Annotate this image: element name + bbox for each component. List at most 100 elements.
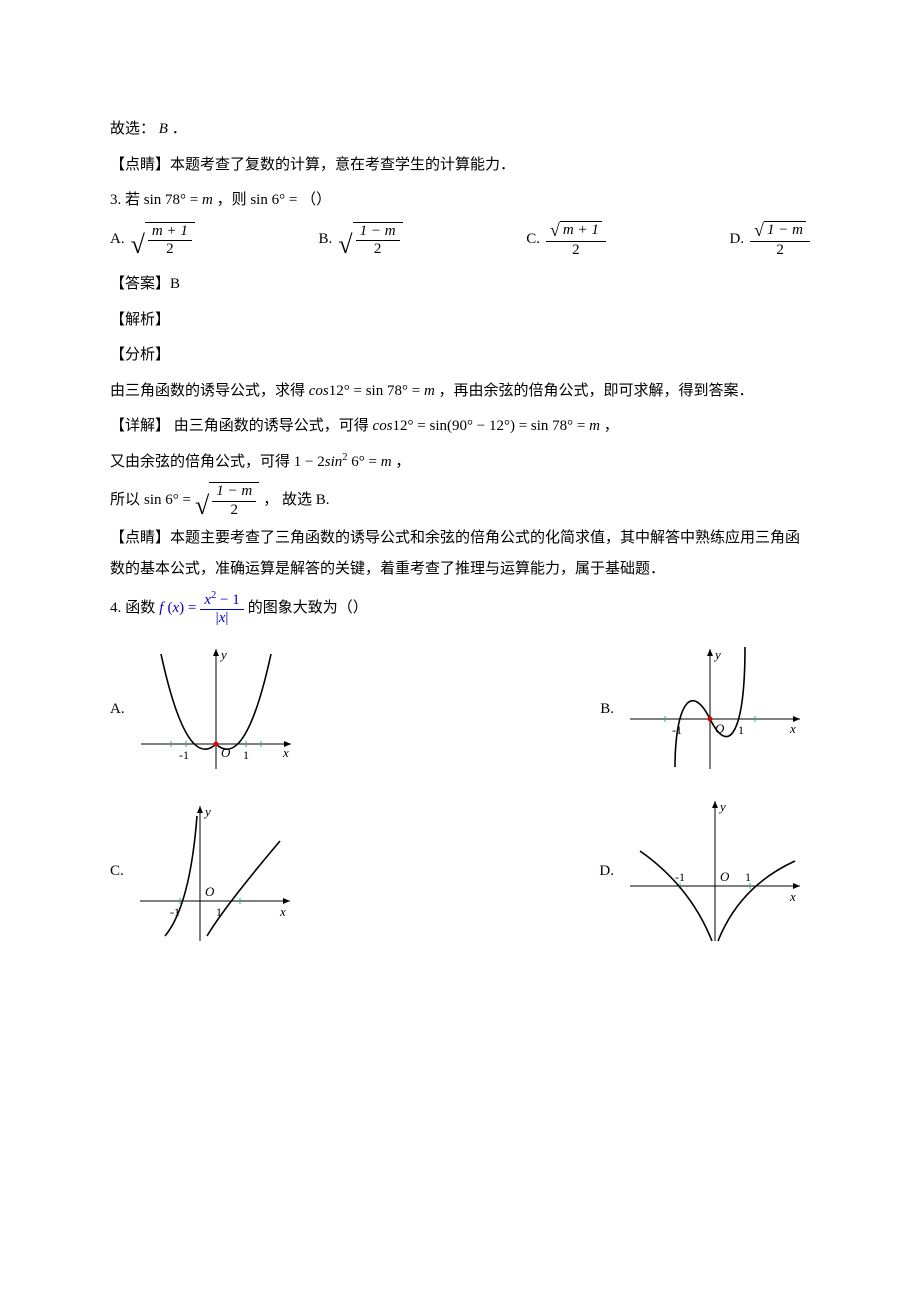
answer-value: B bbox=[170, 276, 180, 292]
denominator: 2 bbox=[370, 241, 386, 258]
fraction: x2 − 1 |x| bbox=[200, 590, 243, 628]
denominator: 2 bbox=[162, 241, 178, 258]
q3-detail-1: 【详解】 由三角函数的诱导公式，可得 cos12° = sin(90° − 12… bbox=[110, 411, 810, 443]
graph-c: y x O -1 1 bbox=[130, 796, 300, 946]
svg-text:y: y bbox=[718, 799, 726, 814]
svg-text:O: O bbox=[715, 721, 725, 736]
math: sin 78° = m bbox=[144, 192, 217, 208]
graph-d: y x O -1 1 bbox=[620, 791, 810, 951]
text: 函数 bbox=[125, 593, 155, 625]
q3-commentary: 【点睛】本题主要考查了三角函数的诱导公式和余弦的倍角公式的化简求值，其中解答中熟… bbox=[110, 523, 810, 586]
svg-text:-1: -1 bbox=[170, 905, 180, 919]
text: 又由余弦的倍角公式，可得 bbox=[110, 454, 290, 470]
sqrt-icon: √ 1 − m bbox=[754, 221, 806, 239]
radicand: 1 − m bbox=[764, 221, 806, 239]
svg-text:y: y bbox=[713, 647, 721, 662]
svg-text:O: O bbox=[205, 884, 215, 899]
q3-options: A. √ m + 1 2 B. √ 1 − m 2 bbox=[110, 221, 810, 260]
q3-explain-label: 【解析】 bbox=[110, 305, 810, 337]
text: ， 故选 B. bbox=[263, 485, 329, 517]
math: sin 6° = bbox=[250, 192, 301, 208]
answer-letter: B bbox=[159, 121, 168, 137]
math: 1 − 2sin2 6° = m bbox=[294, 454, 392, 470]
answer-label: 【答案】 bbox=[110, 276, 170, 292]
q4-stem: 4. 函数 f (x) = x2 − 1 |x| 的图象大致为（） bbox=[110, 590, 810, 628]
text: ，则 bbox=[217, 192, 247, 208]
svg-text:y: y bbox=[219, 647, 227, 662]
fraction: √ 1 − m 2 bbox=[750, 221, 810, 260]
math: 12° = sin 78° = m bbox=[329, 383, 435, 399]
denominator: 2 bbox=[568, 242, 584, 259]
denominator: 2 bbox=[227, 502, 243, 519]
q3-option-a: A. √ m + 1 2 bbox=[110, 222, 195, 259]
option-label: C. bbox=[110, 856, 124, 888]
text: 的图象大致为（） bbox=[248, 593, 368, 625]
svg-text:1: 1 bbox=[745, 870, 751, 884]
option-label: A. bbox=[110, 224, 125, 256]
sqrt-icon: √ m + 1 2 bbox=[131, 222, 195, 259]
q2-commentary: 【点睛】本题考查了复数的计算，意在考查学生的计算能力． bbox=[110, 150, 810, 182]
svg-text:-1: -1 bbox=[179, 748, 189, 762]
denominator: |x| bbox=[212, 610, 233, 627]
option-label: B. bbox=[600, 694, 614, 726]
q3-option-c: C. √ m + 1 2 bbox=[526, 221, 606, 260]
svg-text:1: 1 bbox=[216, 905, 222, 919]
q4-option-c: C. y x O -1 1 bbox=[110, 796, 300, 946]
fraction: √ m + 1 2 bbox=[546, 221, 606, 260]
graph-b: y x O -1 1 bbox=[620, 639, 810, 779]
svg-text:y: y bbox=[203, 804, 211, 819]
q4-number: 4. bbox=[110, 593, 121, 625]
text: 所以 bbox=[110, 485, 140, 517]
text: ． bbox=[172, 121, 187, 137]
option-label: B. bbox=[319, 224, 333, 256]
sqrt-icon: √ m + 1 bbox=[550, 221, 602, 239]
q4-option-a: A. y x O -1 1 bbox=[110, 639, 301, 779]
text: 由三角函数的诱导公式，求得 bbox=[110, 383, 305, 399]
option-label: A. bbox=[110, 694, 125, 726]
svg-text:1: 1 bbox=[243, 748, 249, 762]
text: ， bbox=[604, 418, 619, 434]
svg-text:-1: -1 bbox=[675, 870, 685, 884]
radicand: m + 1 bbox=[560, 221, 602, 239]
num-x: x bbox=[204, 592, 211, 608]
text: 由三角函数的诱导公式，可得 bbox=[174, 418, 369, 434]
svg-text:O: O bbox=[221, 745, 231, 760]
option-label: D. bbox=[599, 856, 614, 888]
numerator: m + 1 bbox=[148, 223, 192, 240]
svg-text:x: x bbox=[282, 745, 289, 760]
q3-analysis-label: 【分析】 bbox=[110, 340, 810, 372]
math: 12° = sin(90° − 12°) = sin 78° = m bbox=[393, 418, 600, 434]
svg-text:x: x bbox=[789, 721, 796, 736]
q3-stem: 3. 若 sin 78° = m ，则 sin 6° = （） bbox=[110, 185, 810, 217]
option-label: C. bbox=[526, 224, 540, 256]
q4-graph-row-2: C. y x O -1 1 D. y x bbox=[110, 791, 810, 951]
q3-number: 3. bbox=[110, 192, 121, 208]
sqrt-icon: √ 1 − m 2 bbox=[195, 482, 259, 519]
graph-a: y x O -1 1 bbox=[131, 639, 301, 779]
numerator: 1 − m bbox=[356, 223, 400, 240]
q3-answer: 【答案】B bbox=[110, 269, 810, 301]
text: （） bbox=[301, 192, 331, 208]
func-lhs: f bbox=[159, 593, 163, 625]
q3-result: 所以 sin 6° = √ 1 − m 2 ， 故选 B. bbox=[110, 482, 810, 519]
q3-option-d: D. √ 1 − m 2 bbox=[730, 221, 810, 260]
q4-option-d: D. y x O -1 1 bbox=[599, 791, 810, 951]
detail-label: 【详解】 bbox=[110, 418, 170, 434]
svg-text:-1: -1 bbox=[672, 723, 682, 737]
text: 若 bbox=[125, 192, 140, 208]
math: sin 6° = bbox=[144, 485, 191, 517]
num-b: − 1 bbox=[216, 592, 239, 608]
math: cos bbox=[373, 418, 393, 434]
text: ，再由余弦的倍角公式，即可求解，得到答案． bbox=[439, 383, 754, 399]
text: ， bbox=[395, 454, 410, 470]
option-label: D. bbox=[730, 224, 745, 256]
svg-text:x: x bbox=[789, 889, 796, 904]
math: cos bbox=[309, 383, 329, 399]
numerator: 1 − m bbox=[212, 483, 256, 500]
sqrt-icon: √ 1 − m 2 bbox=[338, 222, 402, 259]
q4-option-b: B. y x O -1 1 bbox=[600, 639, 810, 779]
q2-conclusion: 故选： B ． bbox=[110, 114, 810, 146]
q3-analysis: 由三角函数的诱导公式，求得 cos12° = sin 78° = m ，再由余弦… bbox=[110, 376, 810, 408]
q3-option-b: B. √ 1 − m 2 bbox=[319, 222, 403, 259]
svg-text:O: O bbox=[720, 869, 730, 884]
